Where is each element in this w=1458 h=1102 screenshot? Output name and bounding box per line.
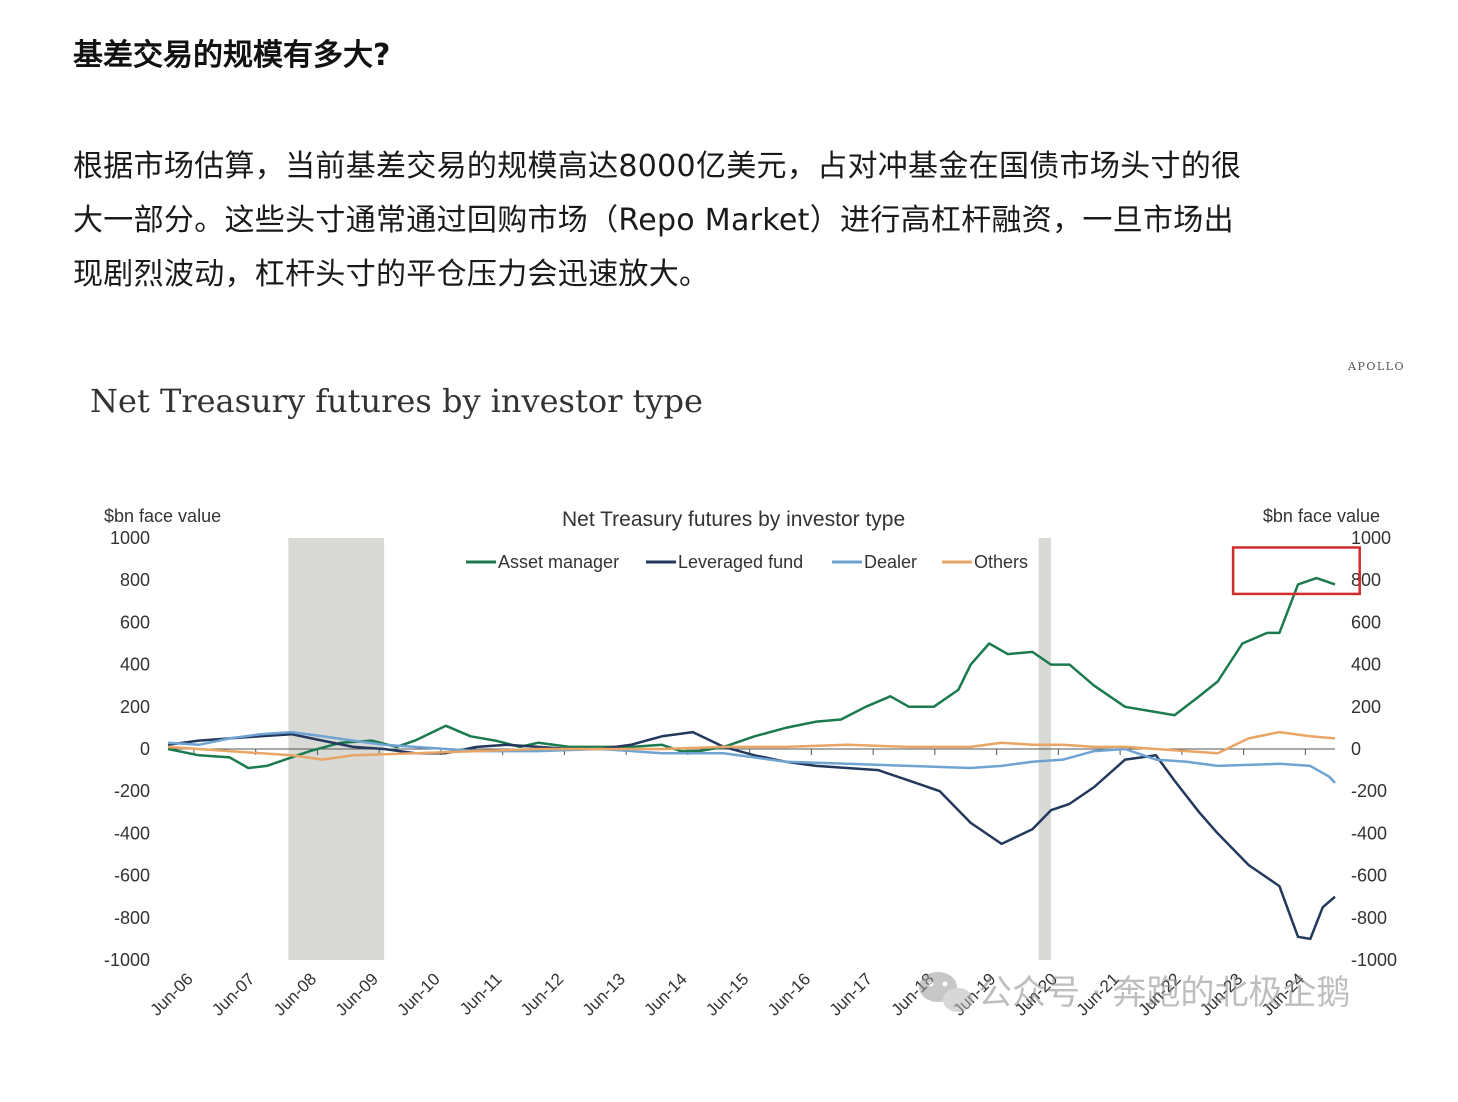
highlight-box: [1231, 546, 1361, 596]
x-tick-label: Jun-06: [147, 969, 197, 1019]
y-tick-label-right: 600: [1351, 612, 1381, 632]
y-tick-label-left: 200: [120, 697, 150, 717]
y-tick-label-left: 800: [120, 570, 150, 590]
legend: Asset manager Leveraged fund Dealer Othe…: [466, 552, 1028, 572]
series-line-asset-manager: [167, 576, 1336, 770]
highlight-rectangle: [1231, 546, 1361, 596]
y-tick-label-left: -800: [114, 908, 150, 928]
y-axis-label-left: $bn face value: [104, 506, 221, 526]
x-tick-label: Jun-15: [702, 969, 752, 1019]
y-tick-label-right: 0: [1351, 739, 1361, 759]
y-tick-label-left: 0: [140, 739, 150, 759]
y-tick-label-left: -600: [114, 866, 150, 886]
paragraph-line: 根据市场估算，当前基差交易的规模高达8000亿美元，占对冲基金在国债市场头寸的很: [73, 149, 1242, 184]
y-tick-label-right: -800: [1351, 908, 1387, 928]
legend-label-others: Others: [974, 552, 1028, 572]
watermark: 公众号 · 奔跑的北极企鹅: [919, 972, 1350, 1013]
series-line-others: [167, 730, 1336, 761]
legend-label-dealer: Dealer: [864, 552, 917, 572]
y-tick-label-left: -200: [114, 781, 150, 801]
y-tick-label-right: 1000: [1351, 528, 1391, 548]
brand-logo: APOLLO: [1347, 360, 1405, 373]
series-lines: [167, 576, 1336, 941]
x-tick-label: Jun-11: [456, 969, 505, 1018]
x-tick-label: Jun-10: [394, 969, 444, 1019]
y-tick-label-right: -400: [1351, 823, 1387, 843]
paragraph-line: 大一部分。这些头寸通常通过回购市场（Repo Market）进行高杠杆融资，一旦…: [73, 203, 1234, 238]
y-tick-label-right: 400: [1351, 655, 1381, 675]
y-axis-label-right: $bn face value: [1263, 506, 1380, 526]
y-tick-label-right: 200: [1351, 697, 1381, 717]
slide-title: Net Treasury futures by investor type: [90, 382, 703, 420]
y-tick-label-left: -1000: [104, 950, 150, 970]
legend-label-asset-manager: Asset manager: [498, 552, 619, 572]
y-tick-label-right: -600: [1351, 866, 1387, 886]
x-tick-label: Jun-17: [826, 969, 876, 1019]
y-tick-label-right: -1000: [1351, 950, 1397, 970]
y-tick-label-left: 400: [120, 655, 150, 675]
chart-figure: APOLLO Net Treasury futures by investor …: [90, 360, 1405, 1020]
y-tick-label-right: -200: [1351, 781, 1387, 801]
x-tick-label: Jun-14: [641, 969, 691, 1019]
chart-title: Net Treasury futures by investor type: [562, 508, 905, 531]
x-tick-label: Jun-16: [764, 969, 814, 1019]
x-tick-label: Jun-13: [579, 969, 629, 1019]
watermark-text: 公众号 · 奔跑的北极企鹅: [978, 973, 1350, 1013]
series-line-leveraged-fund: [167, 730, 1336, 941]
y-tick-label-left: -400: [114, 823, 150, 843]
legend-label-leveraged-fund: Leveraged fund: [678, 552, 803, 572]
paragraph-line: 现剧烈波动，杠杆头寸的平仓压力会迅速放大。: [73, 257, 710, 292]
wechat-icon: [919, 972, 973, 1012]
y-tick-label-right: 800: [1351, 570, 1381, 590]
x-tick-label: Jun-07: [208, 969, 258, 1019]
article-paragraph: 根据市场估算，当前基差交易的规模高达8000亿美元，占对冲基金在国债市场头寸的很…: [73, 140, 1433, 302]
series-line-dealer: [167, 730, 1336, 784]
y-tick-label-left: 600: [120, 612, 150, 632]
x-tick-label: Jun-12: [517, 969, 567, 1019]
x-tick-label: Jun-09: [332, 969, 382, 1019]
y-tick-label-left: 1000: [110, 528, 150, 548]
article-heading: 基差交易的规模有多大?: [73, 38, 391, 73]
x-tick-label: Jun-08: [270, 969, 320, 1019]
